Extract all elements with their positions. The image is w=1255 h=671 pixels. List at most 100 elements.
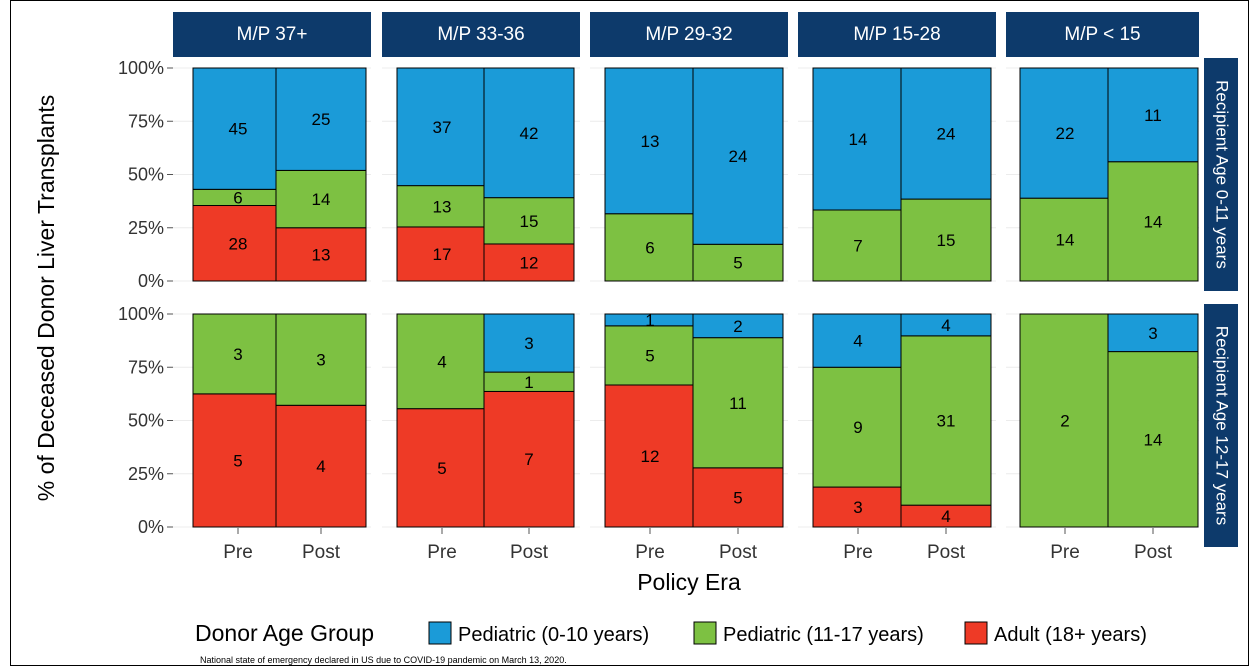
y-axis-title: % of Deceased Donor Liver Transplants [33,95,59,502]
bar-segment-ped010 [275,67,367,171]
bar-segment-ped010 [692,313,784,339]
legend-label-adult: Adult (18+ years) [994,624,1147,646]
legend-label-ped010: Pediatric (0-10 years) [458,624,649,646]
data-label: 1 [645,311,654,330]
data-label: 3 [1148,324,1157,343]
bar-segment-ped1117 [1019,313,1111,528]
bar-segment-ped1117 [900,198,992,282]
y-tick-label: 0% [138,517,164,537]
data-label: 45 [229,120,248,139]
x-tick-label: Post [510,542,549,563]
bar-segment-adult [396,408,488,528]
data-label: 7 [853,237,862,256]
row-strip-label: Recipient Age 12-17 years [1213,326,1232,525]
data-label: 11 [1144,106,1162,125]
footnote: National state of emergency declared in … [200,655,567,665]
y-tick-label: 100% [118,58,164,78]
data-label: 11 [729,394,747,413]
data-label: 17 [433,245,452,264]
data-label: 5 [733,488,742,507]
bar-segment-ped010 [396,67,488,187]
facet-strip-label: M/P 29-32 [645,24,732,45]
y-tick-label: 100% [118,304,164,324]
bar-segment-ped1117 [275,169,367,229]
data-label: 13 [433,197,452,216]
legend-swatch-ped010 [428,621,452,645]
bar-segment-ped1117 [396,185,488,228]
bar-segment-ped010 [483,313,575,373]
facet-strip-3 [798,12,996,57]
data-label: 15 [520,212,539,231]
bar-segment-ped010 [192,67,284,190]
data-label: 12 [520,253,539,272]
data-label: 28 [229,234,248,253]
data-label: 5 [645,346,654,365]
x-tick-label: Pre [427,542,457,563]
bar-segment-ped1117 [812,366,904,488]
bar-segment-adult [604,384,696,528]
row-strip-0 [1204,58,1238,291]
data-label: 37 [433,118,452,137]
facet-strip-2 [590,12,788,57]
bar-segment-adult [483,243,575,282]
y-tick-label: 75% [128,111,164,131]
row-strip-1 [1204,304,1238,547]
bar-segment-adult [275,404,367,528]
bar-segment-ped1117 [1107,351,1199,528]
facet-strip-label: M/P 15-28 [853,24,940,45]
data-label: 14 [1144,212,1163,231]
data-label: 5 [437,459,446,478]
x-tick-label: Post [302,542,341,563]
data-label: 6 [645,238,654,257]
data-label: 6 [233,188,242,207]
data-label: 24 [729,147,748,166]
data-label: 24 [937,125,956,144]
y-tick-label: 50% [128,165,164,185]
facet-strip-label: M/P 37+ [237,24,308,45]
data-label: 15 [937,231,956,250]
data-label: 4 [316,457,325,476]
data-label: 13 [312,245,331,264]
data-label: 4 [941,507,950,526]
bar-segment-ped010 [812,67,904,211]
data-label: 4 [853,332,862,351]
x-tick-label: Post [719,542,758,563]
bar-segment-ped010 [1107,313,1199,353]
x-tick-label: Pre [223,542,253,563]
bar-segment-ped010 [692,67,784,245]
bar-segment-ped1117 [275,313,367,406]
data-label: 1 [524,373,533,392]
bar-segment-adult [275,227,367,282]
data-label: 14 [312,190,331,209]
legend-swatch-ped1117 [693,621,717,645]
data-label: 3 [853,498,862,517]
data-label: 5 [233,451,242,470]
data-label: 14 [1144,430,1163,449]
bar-segment-adult [192,205,284,282]
bar-segment-ped1117 [812,209,904,282]
x-tick-label: Post [927,542,966,563]
data-label: 3 [233,345,242,364]
data-label: 4 [941,316,950,335]
bar-segment-ped1117 [604,325,696,386]
y-tick-label: 50% [128,411,164,431]
x-tick-label: Pre [1050,542,1080,563]
bar-segment-ped1117 [483,197,575,245]
y-tick-label: 25% [128,464,164,484]
bar-segment-ped1117 [692,337,784,469]
data-label: 25 [312,110,331,129]
x-tick-label: Pre [843,542,873,563]
data-label: 22 [1056,124,1075,143]
bar-segment-ped1117 [900,335,992,506]
facet-strip-0 [173,12,371,57]
data-label: 4 [437,352,446,371]
y-tick-label: 75% [128,357,164,377]
row-strip-label: Recipient Age 0-11 years [1213,80,1232,269]
data-label: 42 [520,124,539,143]
data-label: 7 [524,450,533,469]
data-label: 3 [316,351,325,370]
data-label: 9 [853,418,862,437]
bar-segment-ped010 [483,67,575,199]
bar-segment-ped010 [900,67,992,200]
